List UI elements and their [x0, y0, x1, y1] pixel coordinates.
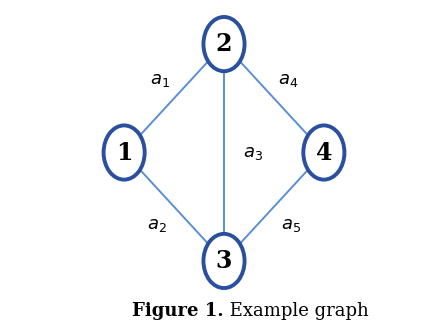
- Text: $a_4$: $a_4$: [278, 71, 298, 89]
- Ellipse shape: [203, 234, 245, 288]
- Text: $a_3$: $a_3$: [242, 144, 263, 161]
- Text: 3: 3: [216, 249, 232, 273]
- Ellipse shape: [103, 125, 145, 180]
- Ellipse shape: [303, 125, 345, 180]
- Text: $a_1$: $a_1$: [150, 71, 170, 89]
- Text: Example graph: Example graph: [224, 302, 369, 320]
- Text: 4: 4: [316, 140, 332, 165]
- Text: $a_5$: $a_5$: [281, 216, 301, 234]
- Ellipse shape: [203, 17, 245, 71]
- Text: Figure 1.: Figure 1.: [132, 302, 224, 320]
- Text: $a_2$: $a_2$: [147, 216, 167, 234]
- Text: 1: 1: [116, 140, 132, 165]
- Text: 2: 2: [216, 32, 232, 56]
